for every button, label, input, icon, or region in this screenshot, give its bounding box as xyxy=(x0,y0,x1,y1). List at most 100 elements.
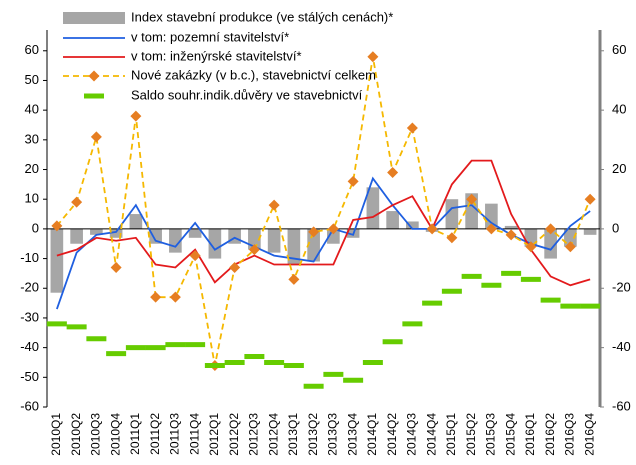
marker xyxy=(347,175,359,187)
marker xyxy=(308,226,320,238)
marker xyxy=(525,241,537,253)
y2-tick-label: 20 xyxy=(612,161,626,176)
bar xyxy=(109,228,123,238)
bar xyxy=(70,228,83,244)
y-tick-label: 30 xyxy=(25,131,39,146)
bar xyxy=(564,228,577,247)
x-tick-label: 2016Q1 xyxy=(523,413,537,456)
marker xyxy=(387,166,399,178)
marker xyxy=(327,223,339,235)
x-tick-label: 2010Q4 xyxy=(108,413,122,456)
series-line xyxy=(56,56,591,366)
marker xyxy=(248,244,260,256)
bar xyxy=(267,228,281,253)
bar xyxy=(504,225,518,229)
bar xyxy=(485,203,498,229)
marker xyxy=(268,199,280,211)
x-tick-label: 2016Q4 xyxy=(582,413,596,456)
series-line xyxy=(56,159,591,287)
x-tick-label: 2013Q2 xyxy=(306,413,320,456)
y2-tick-label: -40 xyxy=(612,339,631,354)
y-tick-label: -50 xyxy=(20,369,39,384)
x-tick-label: 2011Q4 xyxy=(187,413,201,455)
bar xyxy=(386,211,399,229)
marker xyxy=(584,193,596,205)
series-line xyxy=(56,176,591,310)
x-tick-label: 2015Q3 xyxy=(484,413,498,456)
x-tick-label: 2014Q4 xyxy=(424,413,438,456)
marker xyxy=(426,223,438,235)
x-tick-label: 2013Q3 xyxy=(326,413,340,456)
marker xyxy=(406,122,418,134)
legend-marker xyxy=(88,70,100,82)
marker xyxy=(169,291,181,303)
x-tick-label: 2015Q1 xyxy=(444,413,458,456)
legend-label: v tom: inženýrské stavitelství* xyxy=(131,48,302,63)
y-tick-label: -60 xyxy=(20,398,39,413)
y-tick-label: 10 xyxy=(25,191,39,206)
y-tick-label: 60 xyxy=(25,42,39,57)
bar xyxy=(465,193,478,229)
marker xyxy=(505,229,517,241)
marker xyxy=(288,273,300,285)
bar xyxy=(544,228,557,259)
y-tick-label: 20 xyxy=(25,161,39,176)
marker xyxy=(51,220,63,232)
y-tick-label: 40 xyxy=(25,102,39,117)
y2-tick-label: -60 xyxy=(612,398,631,413)
x-tick-label: 2014Q2 xyxy=(385,413,399,456)
legend-swatch xyxy=(63,12,125,24)
x-tick-label: 2016Q3 xyxy=(563,413,577,456)
bar xyxy=(228,228,241,244)
marker xyxy=(110,261,122,273)
y-tick-label: 0 xyxy=(32,220,39,235)
marker xyxy=(367,51,379,63)
x-tick-label: 2011Q1 xyxy=(128,413,142,455)
marker xyxy=(90,131,102,143)
marker xyxy=(189,250,201,262)
x-tick-label: 2013Q1 xyxy=(286,413,300,456)
marker xyxy=(545,223,557,235)
legend-label: v tom: pozemní stavitelství* xyxy=(131,29,289,44)
legend-label: Index stavební produkce (ve stálých cená… xyxy=(131,9,393,24)
legend-label: Saldo souhr.indik.důvěry ve stavebnictví xyxy=(131,87,363,102)
legend-label: Nové zakázky (v b.c.), stavebnictví celk… xyxy=(131,67,376,82)
bar xyxy=(366,187,380,229)
x-tick-label: 2016Q2 xyxy=(543,413,557,456)
marker xyxy=(446,232,458,244)
bar xyxy=(50,228,64,293)
marker xyxy=(71,196,83,208)
x-tick-label: 2012Q2 xyxy=(227,413,241,456)
y2-tick-label: 40 xyxy=(612,102,626,117)
x-tick-label: 2015Q2 xyxy=(464,413,478,456)
bar xyxy=(208,228,222,259)
marker xyxy=(485,223,497,235)
y2-tick-label: 0 xyxy=(612,220,619,235)
bar xyxy=(188,228,202,238)
bar xyxy=(307,228,320,262)
x-tick-label: 2014Q3 xyxy=(405,413,419,456)
y2-tick-label: 60 xyxy=(612,42,626,57)
y-tick-label: -40 xyxy=(20,339,39,354)
x-tick-label: 2012Q4 xyxy=(266,413,280,456)
x-tick-label: 2010Q1 xyxy=(49,413,63,456)
marker xyxy=(564,241,576,253)
bar xyxy=(169,228,182,253)
x-tick-label: 2012Q1 xyxy=(207,413,221,456)
bar xyxy=(583,228,597,235)
x-tick-label: 2015Q4 xyxy=(503,413,517,456)
y2-tick-label: -20 xyxy=(612,280,631,295)
y-tick-label: -20 xyxy=(20,280,39,295)
bar xyxy=(287,228,301,265)
bar xyxy=(90,228,103,235)
x-tick-label: 2010Q2 xyxy=(69,413,83,456)
x-tick-label: 2014Q1 xyxy=(365,413,379,456)
marker xyxy=(229,261,241,273)
y-tick-label: 50 xyxy=(25,72,39,87)
y-tick-label: -30 xyxy=(20,309,39,324)
marker xyxy=(150,291,162,303)
marker xyxy=(130,110,142,122)
bar xyxy=(149,228,162,244)
x-tick-label: 2011Q3 xyxy=(168,413,182,455)
